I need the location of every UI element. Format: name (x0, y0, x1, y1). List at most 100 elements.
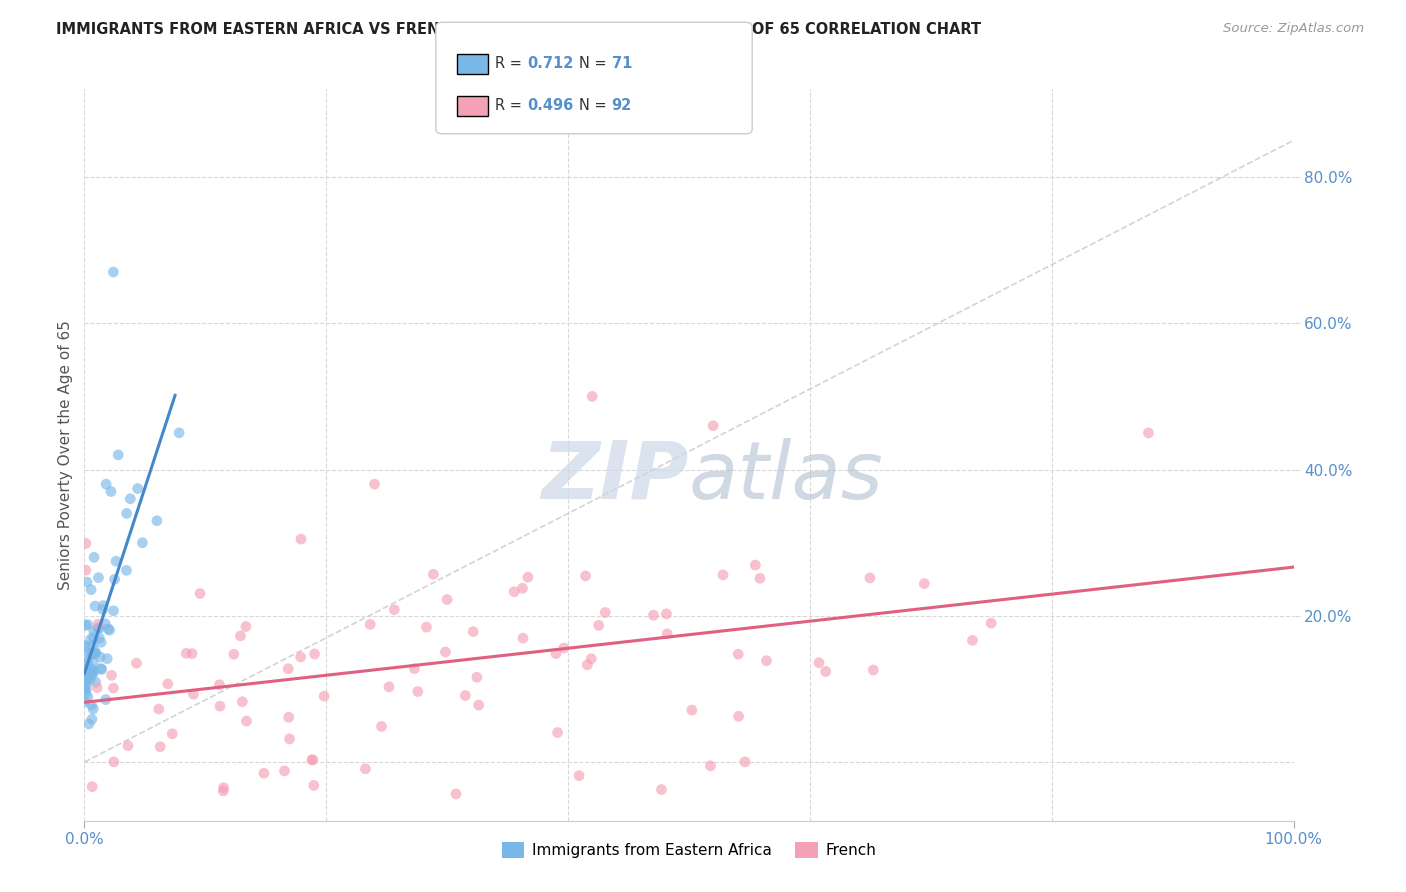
Point (77, 647, 100, 661)
Point (980, 616, 1002, 631)
Point (120, 491, 142, 506)
Point (553, 640, 575, 655)
Point (454, 689, 477, 703)
Point (512, 581, 534, 595)
Point (76, 575, 98, 590)
Point (465, 670, 488, 684)
Point (301, 753, 323, 767)
Point (727, 709, 749, 723)
Point (181, 647, 204, 661)
Point (103, 265, 125, 279)
Point (359, 617, 381, 632)
Point (103, 755, 125, 769)
Point (82, 666, 104, 681)
Point (581, 389, 603, 403)
Point (547, 725, 569, 739)
Legend: Immigrants from Eastern Africa, French: Immigrants from Eastern Africa, French (495, 836, 883, 864)
Point (82, 780, 104, 794)
Point (83, 664, 105, 678)
Point (91, 602, 114, 616)
Point (229, 629, 252, 643)
Point (79, 669, 101, 683)
Point (97, 622, 120, 636)
Point (290, 650, 312, 665)
Point (962, 633, 984, 648)
Text: Source: ZipAtlas.com: Source: ZipAtlas.com (1223, 22, 1364, 36)
Point (444, 787, 467, 801)
Point (115, 507, 138, 521)
Point (568, 769, 591, 783)
Point (79, 673, 101, 687)
Point (156, 677, 179, 691)
Point (748, 571, 770, 585)
Point (382, 603, 405, 617)
Point (302, 778, 325, 792)
Point (127, 482, 149, 496)
Point (576, 657, 599, 672)
Point (73, 682, 96, 697)
Point (744, 558, 766, 572)
Point (378, 680, 401, 694)
Point (98, 623, 121, 637)
Point (84, 599, 107, 613)
Point (73, 680, 96, 694)
Point (304, 647, 326, 661)
Point (82, 702, 104, 716)
Point (643, 608, 665, 623)
Text: 71: 71 (612, 56, 631, 70)
Point (463, 624, 485, 639)
Text: 0.712: 0.712 (527, 56, 574, 70)
Point (75, 681, 97, 696)
Point (83, 647, 105, 661)
Text: R =: R = (495, 56, 526, 70)
Point (146, 514, 169, 528)
Point (301, 753, 323, 767)
Point (859, 571, 882, 585)
Point (87, 621, 110, 635)
Point (222, 647, 245, 661)
Point (89, 631, 111, 645)
Point (117, 739, 139, 753)
Point (84, 645, 107, 659)
Point (516, 570, 538, 584)
Text: N =: N = (579, 56, 612, 70)
Point (84, 647, 107, 661)
Point (90, 635, 112, 649)
Point (83, 624, 105, 639)
Point (75, 640, 97, 654)
Point (436, 592, 458, 607)
Point (107, 448, 129, 462)
Text: N =: N = (579, 98, 612, 112)
Point (89, 650, 111, 665)
Point (702, 418, 724, 433)
Point (80, 712, 103, 726)
Text: R =: R = (495, 98, 526, 112)
Point (167, 425, 190, 440)
Point (354, 762, 377, 776)
Point (75, 665, 97, 679)
Point (208, 699, 231, 714)
Point (96, 651, 118, 665)
Point (503, 584, 526, 599)
Point (89, 622, 111, 636)
Point (149, 739, 172, 754)
Point (75, 563, 97, 577)
Point (105, 554, 128, 568)
Point (103, 604, 125, 618)
Point (94, 616, 117, 631)
Point (235, 714, 257, 728)
Point (512, 631, 534, 645)
Point (727, 647, 749, 661)
Point (84, 675, 107, 690)
Point (650, 782, 672, 797)
Point (655, 607, 678, 621)
Point (94, 692, 117, 706)
Point (103, 681, 125, 695)
Point (115, 563, 138, 577)
Point (148, 702, 170, 716)
Point (814, 665, 837, 679)
Point (75, 686, 97, 700)
Text: 0.496: 0.496 (527, 98, 574, 112)
Point (273, 764, 295, 778)
Point (593, 606, 616, 620)
